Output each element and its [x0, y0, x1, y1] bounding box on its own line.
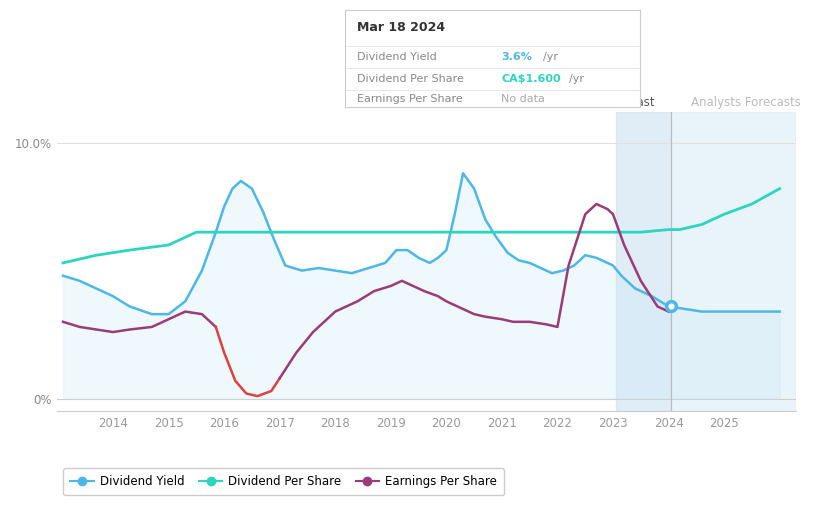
Bar — [616, 112, 672, 411]
Text: Analysts Forecasts: Analysts Forecasts — [690, 96, 800, 109]
Text: No data: No data — [502, 94, 545, 104]
Text: Dividend Per Share: Dividend Per Share — [356, 74, 464, 84]
Text: CA$1.600: CA$1.600 — [502, 74, 561, 84]
Bar — [672, 112, 796, 411]
Text: Dividend Yield: Dividend Yield — [356, 52, 437, 62]
Text: Past: Past — [631, 96, 656, 109]
Text: Earnings Per Share: Earnings Per Share — [356, 94, 462, 104]
Text: /yr: /yr — [570, 74, 585, 84]
Text: 3.6%: 3.6% — [502, 52, 532, 62]
Text: Mar 18 2024: Mar 18 2024 — [356, 21, 445, 34]
Legend: Dividend Yield, Dividend Per Share, Earnings Per Share: Dividend Yield, Dividend Per Share, Earn… — [63, 468, 504, 495]
Text: /yr: /yr — [543, 52, 557, 62]
